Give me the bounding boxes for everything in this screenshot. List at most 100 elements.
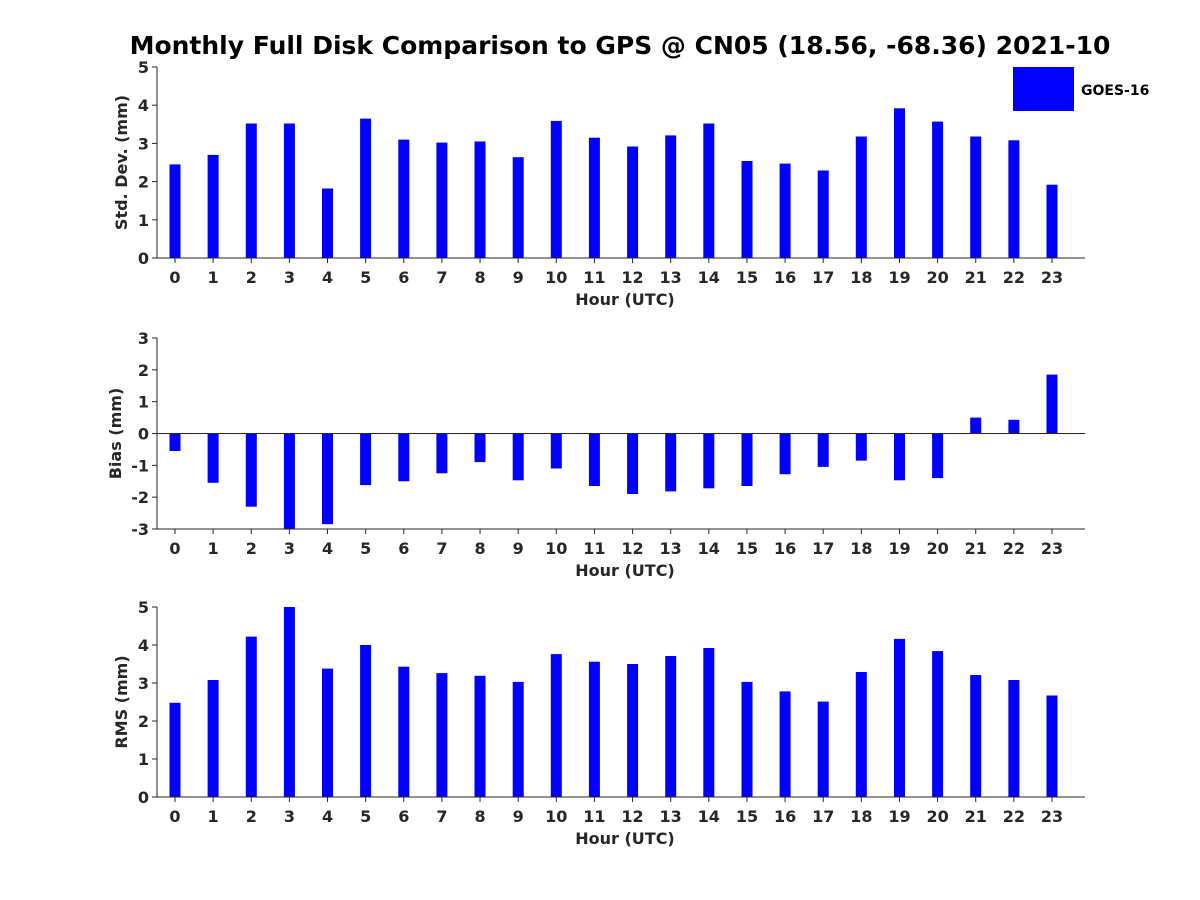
bias-bar-23: [1046, 374, 1058, 434]
std-bar-0: [169, 164, 181, 258]
std-xtick-label: 3: [284, 268, 295, 287]
rms-y-axis-label: RMS (mm): [112, 655, 131, 748]
bias-bar-4: [322, 433, 333, 525]
bias-bar-7: [436, 433, 448, 474]
figure-title: Monthly Full Disk Comparison to GPS @ CN…: [130, 31, 1111, 60]
std-bar-19: [894, 108, 905, 258]
std-bar-3: [283, 123, 295, 258]
std-bar-2: [245, 123, 257, 258]
std-y-axis-label: Std. Dev. (mm): [112, 95, 131, 230]
std-bar-13: [665, 135, 677, 258]
rms-xtick-label: 19: [888, 807, 910, 826]
bias-ytick-label: -3: [131, 520, 149, 539]
bias-xtick-label: 10: [545, 539, 567, 558]
rms-bar-21: [970, 675, 982, 797]
bias-bar-1: [207, 433, 219, 483]
rms-xtick-label: 2: [246, 807, 257, 826]
rms-xtick-label: 13: [660, 807, 682, 826]
std-ytick-label: 0: [138, 249, 149, 268]
rms-x-axis-label: Hour (UTC): [575, 829, 675, 848]
bias-ytick-label: -2: [131, 488, 149, 507]
std-xtick-label: 2: [246, 268, 257, 287]
bias-bar-5: [360, 433, 372, 486]
std-ytick-label: 3: [138, 134, 149, 153]
std-xtick-label: 1: [208, 268, 219, 287]
rms-bar-5: [360, 645, 372, 797]
rms-xtick-label: 9: [513, 807, 524, 826]
std-bar-20: [932, 121, 944, 258]
std-xtick-label: 19: [888, 268, 910, 287]
rms-bar-23: [1046, 695, 1058, 797]
rms-bar-8: [474, 675, 486, 797]
rms-xtick-label: 7: [436, 807, 447, 826]
std-bar-1: [207, 154, 219, 258]
legend-swatch: [1013, 67, 1074, 111]
rms-xtick-label: 12: [621, 807, 643, 826]
bias-xtick-label: 7: [436, 539, 447, 558]
bias-xtick-label: 17: [812, 539, 834, 558]
std-x-axis-label: Hour (UTC): [575, 290, 675, 309]
rms-bar-0: [169, 702, 181, 797]
std-bar-4: [322, 188, 333, 258]
rms-bar-22: [1008, 680, 1020, 797]
bias-xtick-label: 23: [1041, 539, 1063, 558]
bias-ytick-label: 1: [138, 393, 149, 412]
bias-bar-0: [169, 433, 181, 451]
bias-bar-17: [817, 433, 829, 467]
std-bar-11: [588, 137, 600, 258]
bias-x-axis-label: Hour (UTC): [575, 561, 675, 580]
std-bar-17: [817, 170, 829, 258]
bias-bar-8: [474, 433, 486, 463]
bias-xtick-label: 11: [583, 539, 605, 558]
bias-bar-12: [627, 433, 639, 494]
rms-ytick-label: 4: [138, 636, 149, 655]
bias-xtick-label: 14: [698, 539, 720, 558]
std-bar-10: [550, 120, 562, 259]
rms-bar-1: [207, 680, 219, 797]
rms-bar-19: [894, 638, 905, 797]
bias-xtick-label: 9: [513, 539, 524, 558]
std-ytick-label: 1: [138, 211, 149, 230]
rms-xtick-label: 8: [474, 807, 485, 826]
bias-bar-19: [894, 433, 905, 481]
std-xtick-label: 4: [322, 268, 333, 287]
std-bar-18: [855, 136, 867, 258]
bias-xtick-label: 12: [621, 539, 643, 558]
bias-xtick-label: 22: [1003, 539, 1025, 558]
rms-ytick-label: 3: [138, 674, 149, 693]
rms-xtick-label: 20: [926, 807, 948, 826]
rms-xtick-label: 16: [774, 807, 796, 826]
std-xtick-label: 15: [736, 268, 758, 287]
bias-xtick-label: 5: [360, 539, 371, 558]
rms-bar-4: [322, 668, 333, 797]
bias-xtick-label: 18: [850, 539, 872, 558]
std-xtick-label: 0: [169, 268, 180, 287]
std-xtick-label: 7: [436, 268, 447, 287]
std-xtick-label: 17: [812, 268, 834, 287]
rms-xtick-label: 11: [583, 807, 605, 826]
std-ytick-label: 2: [138, 173, 149, 192]
rms-bar-12: [627, 664, 639, 797]
std-xtick-label: 13: [660, 268, 682, 287]
bias-bar-22: [1008, 419, 1020, 434]
bias-bar-18: [855, 433, 867, 461]
rms-bar-17: [817, 701, 829, 797]
rms-bar-6: [398, 666, 410, 797]
std-xtick-label: 21: [965, 268, 987, 287]
rms-ytick-label: 2: [138, 712, 149, 731]
rms-bar-2: [245, 636, 257, 797]
rms-xtick-label: 0: [169, 807, 180, 826]
bias-y-axis-label: Bias (mm): [106, 388, 125, 480]
std-xtick-label: 20: [926, 268, 948, 287]
bias-bar-11: [588, 433, 600, 486]
std-xtick-label: 10: [545, 268, 567, 287]
bias-bar-21: [970, 417, 982, 434]
bias-bar-3: [283, 433, 295, 529]
std-bar-23: [1046, 184, 1058, 258]
bias-ytick-label: 3: [138, 329, 149, 348]
rms-bar-20: [932, 651, 944, 797]
std-xtick-label: 11: [583, 268, 605, 287]
rms-bar-16: [779, 691, 791, 797]
